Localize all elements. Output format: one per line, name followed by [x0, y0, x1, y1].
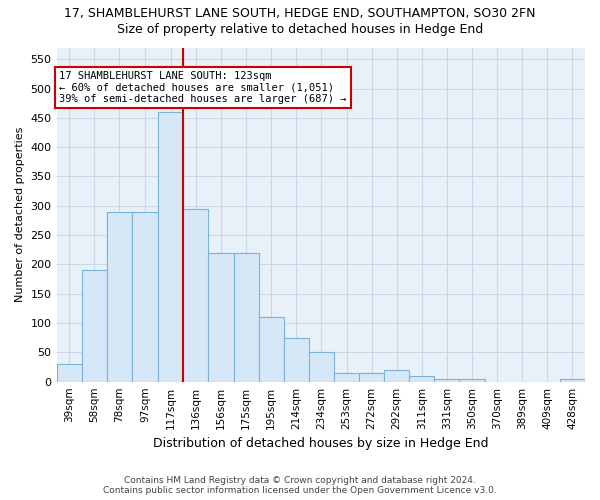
Bar: [259, 317, 284, 382]
Text: Size of property relative to detached houses in Hedge End: Size of property relative to detached ho…: [117, 22, 483, 36]
Bar: [132, 212, 158, 382]
Bar: [460, 378, 485, 382]
Bar: [359, 373, 384, 382]
Text: 17 SHAMBLEHURST LANE SOUTH: 123sqm
← 60% of detached houses are smaller (1,051)
: 17 SHAMBLEHURST LANE SOUTH: 123sqm ← 60%…: [59, 71, 347, 104]
Y-axis label: Number of detached properties: Number of detached properties: [15, 127, 25, 302]
Bar: [184, 208, 208, 382]
Bar: [107, 212, 132, 382]
Bar: [208, 252, 233, 382]
Bar: [409, 376, 434, 382]
Bar: [82, 270, 107, 382]
X-axis label: Distribution of detached houses by size in Hedge End: Distribution of detached houses by size …: [153, 437, 488, 450]
Bar: [434, 378, 460, 382]
Text: Contains HM Land Registry data © Crown copyright and database right 2024.
Contai: Contains HM Land Registry data © Crown c…: [103, 476, 497, 495]
Text: 17, SHAMBLEHURST LANE SOUTH, HEDGE END, SOUTHAMPTON, SO30 2FN: 17, SHAMBLEHURST LANE SOUTH, HEDGE END, …: [64, 8, 536, 20]
Bar: [56, 364, 82, 382]
Bar: [384, 370, 409, 382]
Bar: [158, 112, 184, 382]
Bar: [284, 338, 309, 382]
Bar: [334, 373, 359, 382]
Bar: [560, 378, 585, 382]
Bar: [233, 252, 259, 382]
Bar: [309, 352, 334, 382]
